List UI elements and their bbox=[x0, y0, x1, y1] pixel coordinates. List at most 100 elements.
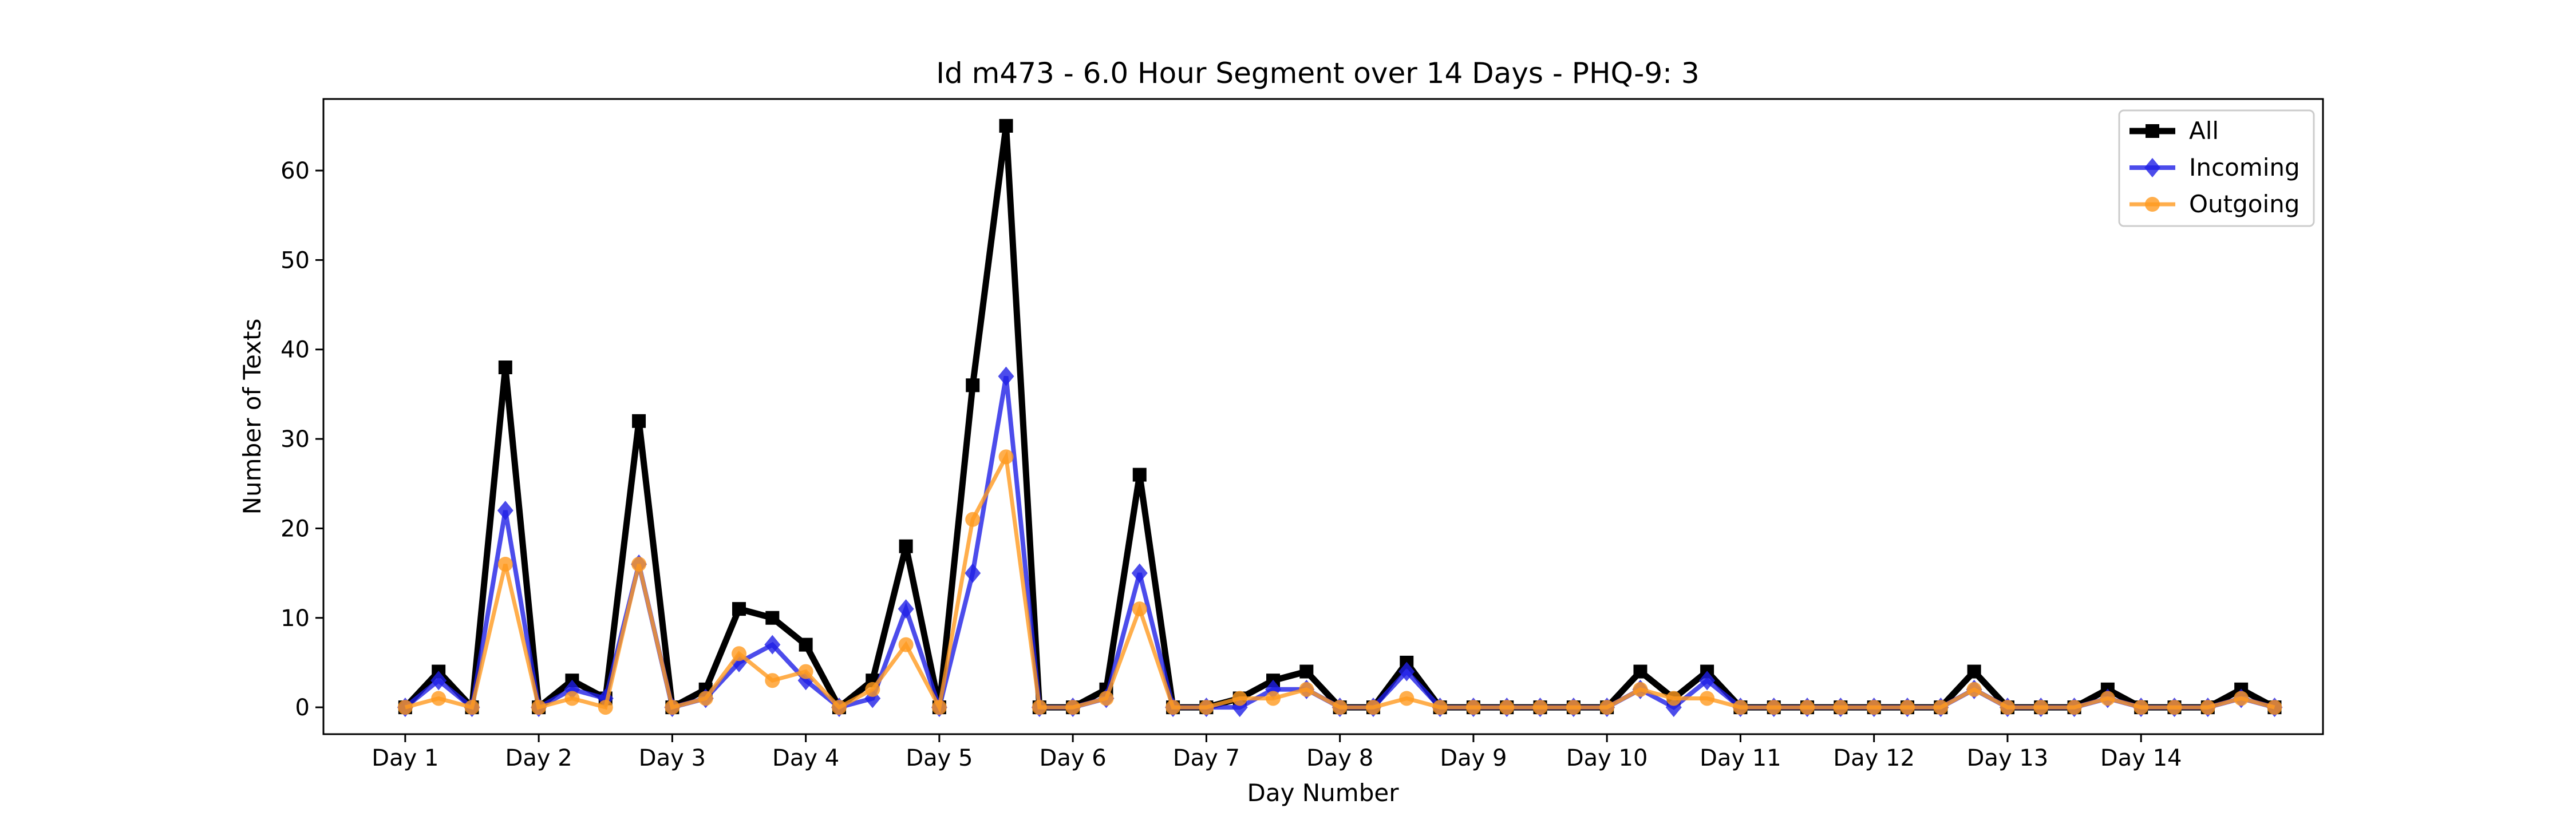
series-incoming bbox=[397, 366, 2283, 718]
legend-marker bbox=[2144, 158, 2160, 177]
data-point bbox=[831, 700, 847, 715]
x-tick-label: Day 11 bbox=[1700, 745, 1781, 771]
x-tick-label: Day 12 bbox=[1833, 745, 1915, 771]
x-tick-label: Day 2 bbox=[505, 745, 572, 771]
data-point bbox=[1032, 700, 1047, 715]
legend-marker bbox=[2145, 197, 2160, 212]
data-point bbox=[1232, 691, 1247, 706]
data-point bbox=[1099, 691, 1114, 706]
data-point bbox=[1599, 700, 1615, 715]
x-tick-label: Day 14 bbox=[2100, 745, 2182, 771]
data-point bbox=[2267, 700, 2282, 715]
data-point bbox=[1899, 700, 1915, 715]
data-point bbox=[1666, 691, 1681, 706]
data-point bbox=[2100, 691, 2115, 706]
x-tick-label: Day 1 bbox=[372, 745, 438, 771]
legend: All Incoming Outgoing bbox=[2118, 109, 2315, 227]
data-point bbox=[2167, 700, 2182, 715]
data-point bbox=[1365, 700, 1381, 715]
data-point bbox=[497, 501, 513, 521]
x-tick-label: Day 3 bbox=[639, 745, 706, 771]
data-point bbox=[1299, 682, 1314, 697]
data-point bbox=[764, 635, 781, 655]
data-point bbox=[497, 556, 513, 572]
data-point bbox=[898, 637, 914, 652]
data-point bbox=[965, 563, 981, 583]
data-point bbox=[1566, 700, 1581, 715]
data-point bbox=[1432, 700, 1448, 715]
data-point bbox=[1866, 700, 1882, 715]
data-point bbox=[2134, 700, 2149, 715]
series-outgoing bbox=[397, 449, 2282, 715]
data-point bbox=[632, 414, 646, 428]
legend-label: All bbox=[2189, 117, 2219, 145]
data-point bbox=[2200, 700, 2215, 715]
y-tick-label: 20 bbox=[280, 516, 310, 542]
data-point bbox=[1633, 664, 1647, 679]
legend-label: Incoming bbox=[2189, 153, 2300, 181]
data-point bbox=[999, 118, 1013, 133]
data-point bbox=[564, 691, 580, 706]
data-point bbox=[799, 637, 813, 652]
data-point bbox=[732, 602, 746, 616]
data-point bbox=[2234, 691, 2249, 706]
data-point bbox=[1065, 700, 1081, 715]
data-point bbox=[665, 700, 680, 715]
data-point bbox=[898, 599, 914, 619]
plot-frame bbox=[322, 98, 2324, 735]
legend-box bbox=[2118, 109, 2315, 227]
data-point bbox=[798, 664, 813, 679]
data-point bbox=[865, 682, 880, 697]
data-point bbox=[931, 700, 947, 715]
data-point bbox=[531, 700, 547, 715]
x-tick-label: Day 8 bbox=[1306, 745, 1373, 771]
data-point bbox=[1132, 601, 1147, 617]
y-tick-label: 10 bbox=[280, 605, 310, 632]
legend-label: Outgoing bbox=[2189, 190, 2300, 218]
y-tick-label: 30 bbox=[280, 426, 310, 453]
data-point bbox=[899, 539, 913, 553]
data-point bbox=[1332, 700, 1348, 715]
y-tick-label: 50 bbox=[280, 247, 310, 274]
data-point bbox=[1800, 700, 1815, 715]
data-point bbox=[1132, 468, 1147, 482]
data-point bbox=[698, 691, 713, 706]
series-all bbox=[398, 118, 2282, 715]
data-point bbox=[1699, 671, 1716, 691]
data-point bbox=[1967, 664, 1981, 679]
data-point bbox=[498, 360, 512, 375]
legend-item: Outgoing bbox=[2129, 190, 2300, 218]
x-axis-label: Day Number bbox=[1247, 779, 1399, 807]
data-point bbox=[431, 691, 447, 706]
legend-item: All bbox=[2129, 117, 2219, 145]
data-point bbox=[1399, 691, 1415, 706]
data-point bbox=[1733, 700, 1748, 715]
data-point bbox=[1266, 691, 1281, 706]
data-point bbox=[1165, 700, 1181, 715]
data-point bbox=[1633, 682, 1648, 697]
y-tick-label: 60 bbox=[280, 158, 310, 184]
data-point bbox=[998, 449, 1014, 465]
data-point bbox=[1933, 700, 1949, 715]
data-point bbox=[1131, 563, 1148, 583]
data-point bbox=[397, 700, 413, 715]
x-tick-label: Day 13 bbox=[1967, 745, 2049, 771]
x-axis: Day 1 Day 2 Day 3 Day 4 Day 5 Day 6 Day 7 Day 8… bbox=[372, 734, 2182, 771]
data-point bbox=[965, 512, 981, 527]
series-line bbox=[402, 125, 2277, 715]
x-tick-label: Day 5 bbox=[906, 745, 973, 771]
data-point bbox=[2067, 700, 2082, 715]
x-tick-label: Day 10 bbox=[1566, 745, 1648, 771]
data-point bbox=[1833, 700, 1848, 715]
data-point bbox=[1299, 664, 1314, 679]
y-tick-label: 40 bbox=[280, 337, 310, 363]
x-tick-label: Day 6 bbox=[1040, 745, 1107, 771]
legend-item: Incoming bbox=[2129, 153, 2300, 181]
series-line bbox=[404, 450, 2275, 714]
data-point bbox=[765, 611, 780, 625]
data-point bbox=[1465, 700, 1481, 715]
data-point bbox=[1766, 700, 1781, 715]
data-point bbox=[1199, 700, 1214, 715]
data-point bbox=[631, 556, 647, 572]
data-point bbox=[430, 671, 447, 691]
